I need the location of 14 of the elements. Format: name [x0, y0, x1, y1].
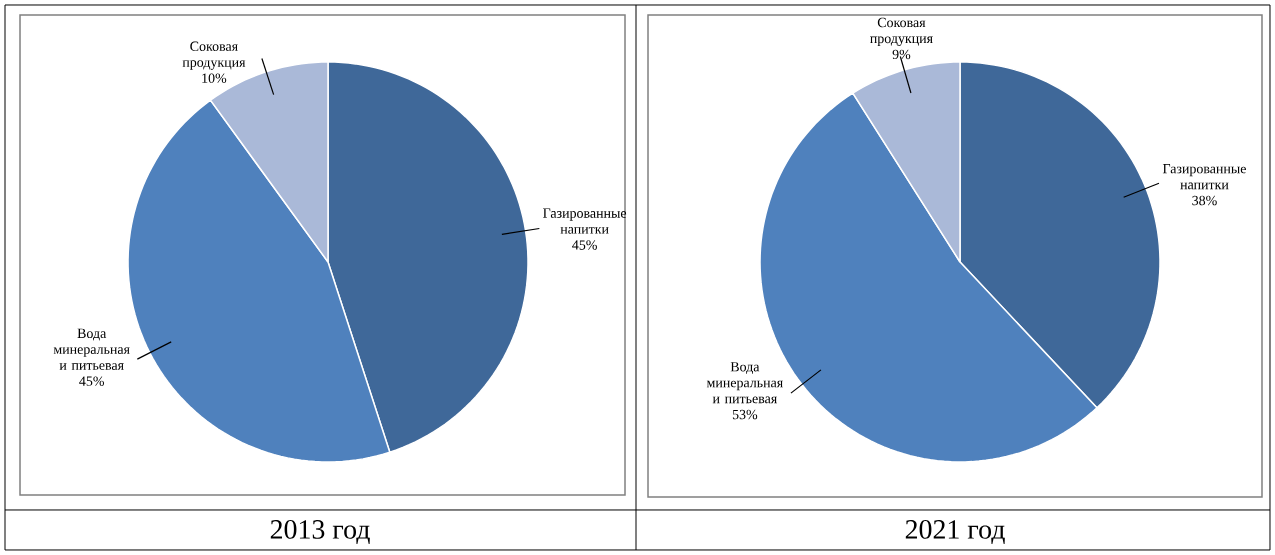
slice-label: Соковая продукция [870, 17, 933, 47]
slice-label: Соковая продукция [182, 41, 246, 70]
text: 2013 год [270, 520, 370, 544]
slice-label: Газированные напитки [1162, 164, 1246, 190]
slice-label: Газированные напитки [543, 208, 627, 234]
data-label: 45% [79, 376, 104, 386]
data-label: 53% [732, 409, 758, 420]
data-label: 38% [1192, 195, 1217, 206]
data-label: 9% [892, 49, 911, 60]
text: 2021 год [905, 520, 1005, 544]
data-label: 45% [572, 240, 597, 250]
slice-label: Вода минеральная и питьевая [706, 362, 783, 404]
slice-label: Вода минеральная и питьевая [53, 328, 130, 370]
data-label: 10% [202, 73, 227, 83]
